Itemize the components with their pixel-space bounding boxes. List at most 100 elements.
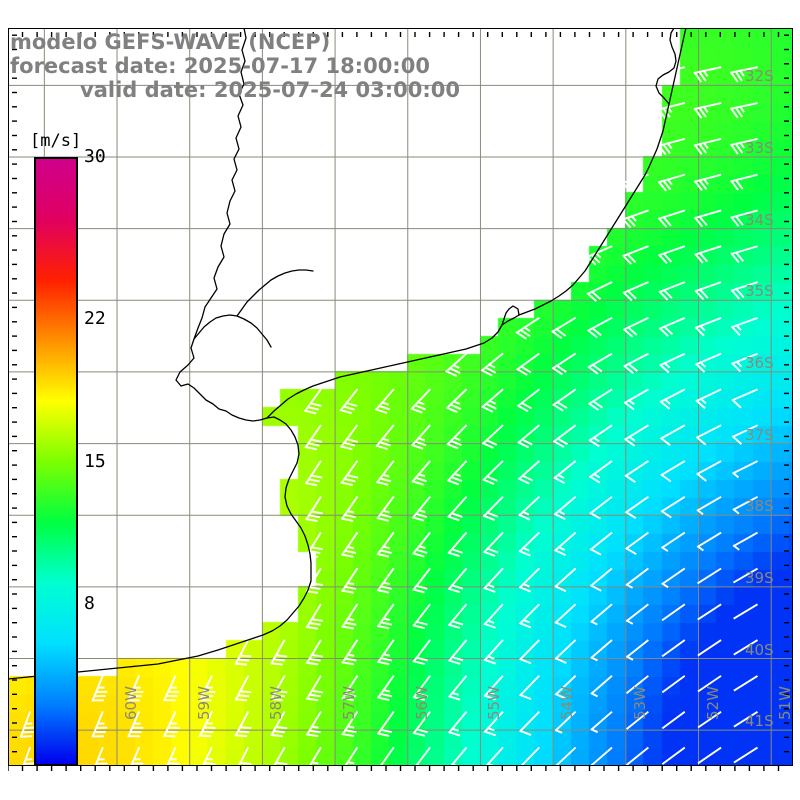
- wind-barb: [410, 424, 431, 450]
- wind-barb: [733, 639, 759, 656]
- wind-barb: [518, 567, 540, 593]
- colorbar-tick-8: 8: [84, 592, 95, 614]
- lat-label-35S: 35S: [745, 282, 774, 301]
- lat-label-32S: 32S: [745, 67, 774, 86]
- wind-barb: [658, 245, 686, 265]
- wind-barb: [305, 675, 324, 702]
- wind-barb: [657, 209, 686, 228]
- wind-barb: [374, 388, 395, 414]
- lat-label-37S: 37S: [745, 425, 774, 444]
- wind-barb: [621, 209, 649, 229]
- wind-barb: [519, 639, 540, 665]
- wind-barb: [661, 710, 686, 730]
- wind-barb: [447, 603, 468, 629]
- lon-label-56W: 56W: [412, 686, 431, 720]
- lon-label-51W: 51W: [776, 686, 795, 720]
- wind-barb: [412, 710, 431, 737]
- wind-barb: [551, 352, 577, 376]
- wind-barb: [448, 639, 468, 665]
- wind-barb: [695, 388, 722, 410]
- wind-barb: [554, 567, 577, 593]
- colorbar-tick-30: 30: [84, 146, 106, 167]
- wind-barb: [270, 639, 288, 666]
- wind-barb: [622, 281, 649, 302]
- wind-barb: [731, 352, 758, 373]
- wind-barb: [694, 316, 722, 337]
- wind-barb: [693, 209, 722, 228]
- wind-barb: [624, 424, 649, 447]
- lat-label-41S: 41S: [745, 712, 774, 731]
- wind-barb: [447, 531, 468, 558]
- wind-barb: [376, 710, 395, 737]
- wind-barb: [234, 675, 252, 702]
- wind-barb: [621, 173, 649, 192]
- wind-barb: [554, 710, 577, 734]
- lon-label-60W: 60W: [122, 686, 141, 720]
- wind-barb: [376, 495, 395, 522]
- wind-barb: [695, 352, 722, 373]
- wind-barb: [445, 352, 468, 378]
- lon-label-57W: 57W: [340, 686, 359, 720]
- title-line-model: modelo GEFS-WAVE (NCEP): [10, 30, 331, 54]
- lat-label-40S: 40S: [745, 640, 774, 659]
- wind-barb: [733, 746, 759, 764]
- wind-barb: [341, 603, 359, 630]
- wind-barb: [625, 531, 649, 556]
- wind-barb: [480, 352, 504, 377]
- wind-barb: [198, 746, 216, 766]
- wind-barb: [305, 603, 324, 630]
- wind-barb: [519, 603, 540, 629]
- wind-barb: [590, 639, 613, 662]
- wind-barb: [19, 711, 36, 738]
- wind-barb: [623, 352, 649, 374]
- wind-barb: [589, 495, 613, 520]
- wind-barb: [341, 746, 359, 766]
- wind-barb: [305, 746, 322, 766]
- wind-barb: [696, 496, 722, 516]
- wind-barb: [375, 460, 395, 486]
- wind-barb: [554, 639, 577, 664]
- lat-label-34S: 34S: [745, 210, 774, 229]
- right-axis-ticks: [784, 34, 789, 766]
- wind-barb: [661, 603, 686, 622]
- wind-barb: [589, 567, 613, 592]
- wind-barb: [589, 531, 613, 556]
- wind-barb: [625, 639, 649, 661]
- wind-barb: [519, 710, 540, 736]
- wind-barb: [590, 675, 613, 698]
- wind-barb: [341, 531, 359, 558]
- wind-barb: [483, 603, 504, 629]
- wind-barb: [412, 567, 431, 594]
- wind-barb: [411, 460, 431, 486]
- wind-barb: [624, 460, 649, 483]
- wind-barb: [516, 388, 540, 413]
- wind-barb: [693, 102, 722, 119]
- wind-barb: [341, 567, 359, 594]
- title-line-forecast-date: forecast date: 2025-07-17 18:00:00: [10, 54, 430, 78]
- wind-barb: [697, 710, 722, 729]
- wind-barb: [304, 424, 323, 451]
- wind-barb: [519, 675, 540, 701]
- wind-barb: [733, 710, 759, 728]
- wind-barb: [696, 531, 722, 552]
- bottom-axis-ticks: [8, 766, 780, 771]
- wind-barb: [658, 281, 686, 301]
- wind-barb: [730, 209, 758, 227]
- wind-barb: [660, 495, 686, 519]
- wind-barb: [163, 711, 180, 738]
- wind-barb: [91, 675, 108, 702]
- wind-barb: [554, 531, 577, 557]
- wind-barb: [339, 388, 359, 415]
- wind-barb: [448, 710, 468, 737]
- wind-barb: [376, 675, 395, 701]
- wind-barb: [375, 424, 395, 450]
- wind-barb: [517, 424, 540, 449]
- wind-barb: [659, 424, 686, 447]
- colorbar-unit-label: [m/s]: [30, 131, 82, 151]
- wind-barb: [697, 675, 722, 693]
- wind-barb: [553, 495, 577, 521]
- wind-barb: [270, 675, 288, 702]
- wind-barb: [693, 66, 722, 83]
- wind-barb: [481, 388, 504, 413]
